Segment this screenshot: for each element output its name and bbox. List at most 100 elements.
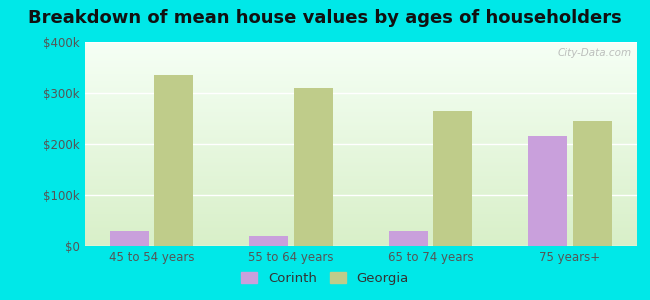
Bar bbox=[294, 88, 333, 246]
Bar bbox=[84, 69, 637, 70]
Text: Breakdown of mean house values by ages of householders: Breakdown of mean house values by ages o… bbox=[28, 9, 622, 27]
Bar bbox=[84, 231, 637, 232]
Bar bbox=[84, 174, 637, 175]
Bar bbox=[84, 134, 637, 135]
Bar bbox=[84, 42, 637, 43]
Bar bbox=[84, 182, 637, 183]
Bar bbox=[84, 59, 637, 60]
Bar bbox=[84, 73, 637, 74]
Bar bbox=[84, 165, 637, 166]
Bar bbox=[84, 209, 637, 210]
Bar bbox=[84, 186, 637, 187]
Bar bbox=[84, 166, 637, 167]
Bar bbox=[84, 154, 637, 155]
Bar bbox=[528, 136, 567, 246]
Bar bbox=[84, 82, 637, 83]
Bar bbox=[84, 178, 637, 179]
Bar bbox=[84, 243, 637, 244]
Bar bbox=[84, 70, 637, 71]
Bar bbox=[84, 185, 637, 186]
Bar bbox=[84, 196, 637, 197]
Bar bbox=[84, 85, 637, 86]
Bar bbox=[84, 118, 637, 119]
Bar bbox=[84, 163, 637, 164]
Bar bbox=[84, 74, 637, 75]
Bar bbox=[84, 180, 637, 181]
Bar bbox=[84, 45, 637, 46]
Bar bbox=[84, 113, 637, 114]
Bar bbox=[84, 65, 637, 66]
Bar bbox=[84, 210, 637, 211]
Bar bbox=[84, 170, 637, 171]
Bar bbox=[84, 78, 637, 79]
Bar bbox=[84, 151, 637, 152]
Bar bbox=[84, 100, 637, 101]
Bar bbox=[84, 169, 637, 170]
Bar bbox=[84, 124, 637, 125]
Bar bbox=[84, 71, 637, 72]
Bar bbox=[84, 126, 637, 127]
Bar bbox=[84, 57, 637, 58]
Bar bbox=[84, 216, 637, 217]
Bar bbox=[84, 140, 637, 141]
Bar bbox=[84, 236, 637, 237]
Bar bbox=[84, 125, 637, 126]
Bar bbox=[84, 122, 637, 123]
Bar bbox=[84, 135, 637, 136]
Bar bbox=[84, 206, 637, 207]
Bar bbox=[84, 158, 637, 159]
Bar bbox=[84, 183, 637, 184]
Bar bbox=[84, 68, 637, 69]
Bar bbox=[84, 145, 637, 146]
Bar bbox=[84, 225, 637, 226]
Bar bbox=[84, 202, 637, 203]
Bar bbox=[84, 116, 637, 117]
Bar bbox=[84, 153, 637, 154]
Bar bbox=[84, 111, 637, 112]
Bar bbox=[434, 111, 473, 246]
Legend: Corinth, Georgia: Corinth, Georgia bbox=[236, 267, 414, 290]
Bar bbox=[84, 94, 637, 95]
Bar bbox=[84, 203, 637, 204]
Bar bbox=[84, 245, 637, 246]
Bar bbox=[84, 167, 637, 168]
Bar bbox=[84, 169, 637, 170]
Bar bbox=[84, 221, 637, 222]
Bar bbox=[84, 211, 637, 212]
Bar bbox=[84, 98, 637, 99]
Bar bbox=[84, 222, 637, 223]
Bar bbox=[110, 231, 149, 246]
Bar bbox=[84, 227, 637, 228]
Bar bbox=[84, 159, 637, 160]
Bar bbox=[84, 177, 637, 178]
Bar bbox=[84, 149, 637, 150]
Bar bbox=[84, 189, 637, 190]
Bar bbox=[84, 162, 637, 163]
Bar bbox=[84, 171, 637, 172]
Bar bbox=[84, 201, 637, 202]
Bar bbox=[84, 131, 637, 132]
Bar bbox=[84, 230, 637, 231]
Bar bbox=[84, 198, 637, 199]
Bar bbox=[84, 147, 637, 148]
Bar bbox=[84, 152, 637, 153]
Bar bbox=[84, 128, 637, 129]
Bar bbox=[84, 199, 637, 200]
Bar bbox=[84, 179, 637, 180]
Bar bbox=[84, 241, 637, 242]
Bar bbox=[84, 224, 637, 225]
Bar bbox=[84, 81, 637, 82]
Bar bbox=[84, 148, 637, 149]
Bar bbox=[84, 234, 637, 235]
Bar bbox=[84, 207, 637, 208]
Bar bbox=[84, 62, 637, 63]
Bar bbox=[84, 77, 637, 78]
Bar bbox=[84, 79, 637, 80]
Bar bbox=[84, 136, 637, 137]
Bar bbox=[84, 176, 637, 177]
Bar bbox=[84, 114, 637, 115]
Bar bbox=[84, 200, 637, 201]
Bar bbox=[84, 138, 637, 139]
Bar bbox=[84, 84, 637, 85]
Bar bbox=[84, 97, 637, 98]
